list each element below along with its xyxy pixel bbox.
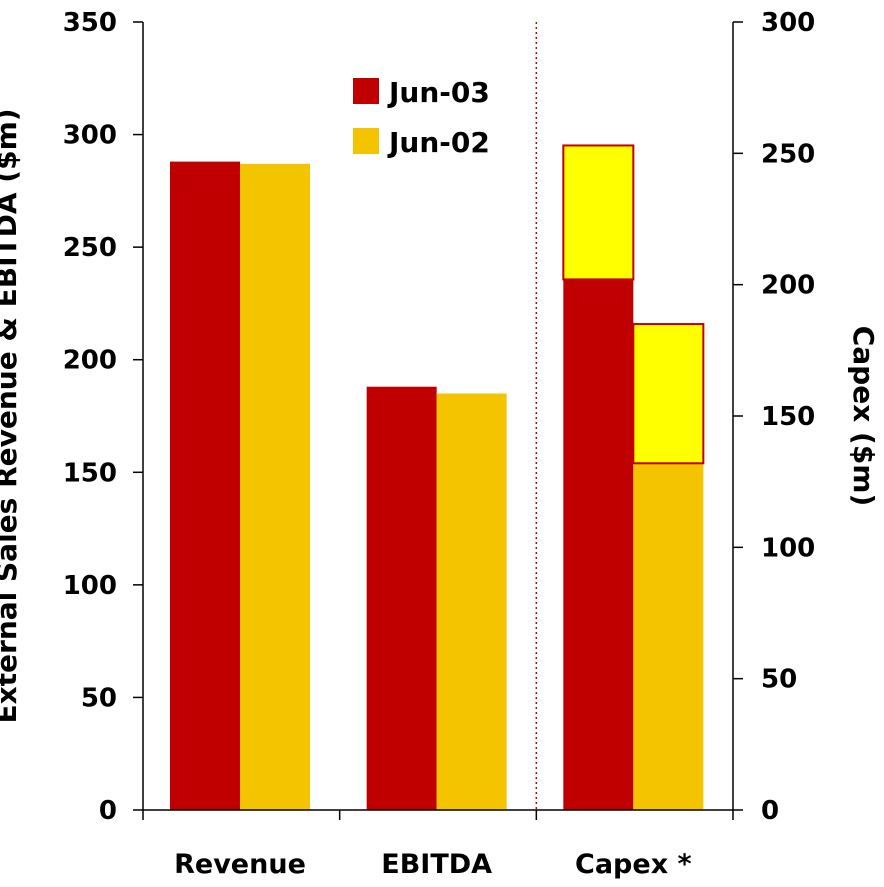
y2-tick-label: 200: [761, 271, 815, 301]
legend-swatch-jun-03: [353, 78, 379, 104]
bar-jun-03-ebitda: [366, 386, 437, 810]
category-label: Capex *: [575, 849, 692, 880]
primary-y-axis-title: External Sales Revenue & EBITDA ($m): [0, 108, 23, 723]
y-tick-label: 0: [99, 796, 117, 826]
legend-label-jun-03: Jun-03: [387, 76, 490, 109]
y-tick-label: 350: [63, 8, 117, 38]
y-tick-label: 250: [63, 233, 117, 263]
bar-jun-03-revenue: [170, 161, 240, 811]
y-tick-label: 150: [63, 458, 117, 488]
y2-tick-label: 50: [761, 665, 797, 695]
y2-tick-label: 250: [761, 139, 815, 169]
capex-overlay-jun-03: [562, 144, 635, 281]
y-tick-label: 200: [63, 346, 117, 376]
bar-jun-02-ebitda: [436, 393, 507, 810]
legend-swatch-jun-02: [353, 128, 379, 154]
bars-layer: [170, 161, 704, 811]
category-label: Revenue: [174, 849, 306, 880]
y2-tick-label: 100: [761, 533, 815, 563]
bar-jun-03-capex: [563, 279, 634, 810]
legend-label-jun-02: Jun-02: [387, 126, 490, 159]
category-labels: Revenue EBITDA Capex *: [174, 849, 692, 880]
capex-overlay-layer: [562, 144, 705, 465]
secondary-y-axis-title: Capex ($m): [847, 326, 880, 507]
y-tick-label: 50: [81, 683, 117, 713]
secondary-y-ticks: 0 50 100 150 200 250 300: [733, 8, 815, 826]
y2-tick-label: 150: [761, 402, 815, 432]
primary-y-ticks: 0 50 100 150 200 250 300 350: [63, 8, 143, 826]
bar-jun-02-capex: [633, 463, 704, 810]
y-tick-label: 300: [63, 121, 117, 151]
category-label: EBITDA: [381, 849, 492, 880]
bar-jun-02-revenue: [240, 163, 310, 811]
capex-overlay-jun-02: [632, 323, 705, 465]
y2-tick-label: 300: [761, 8, 815, 38]
legend: Jun-03 Jun-02: [353, 76, 490, 159]
y-tick-label: 100: [63, 571, 117, 601]
y2-tick-label: 0: [761, 796, 779, 826]
